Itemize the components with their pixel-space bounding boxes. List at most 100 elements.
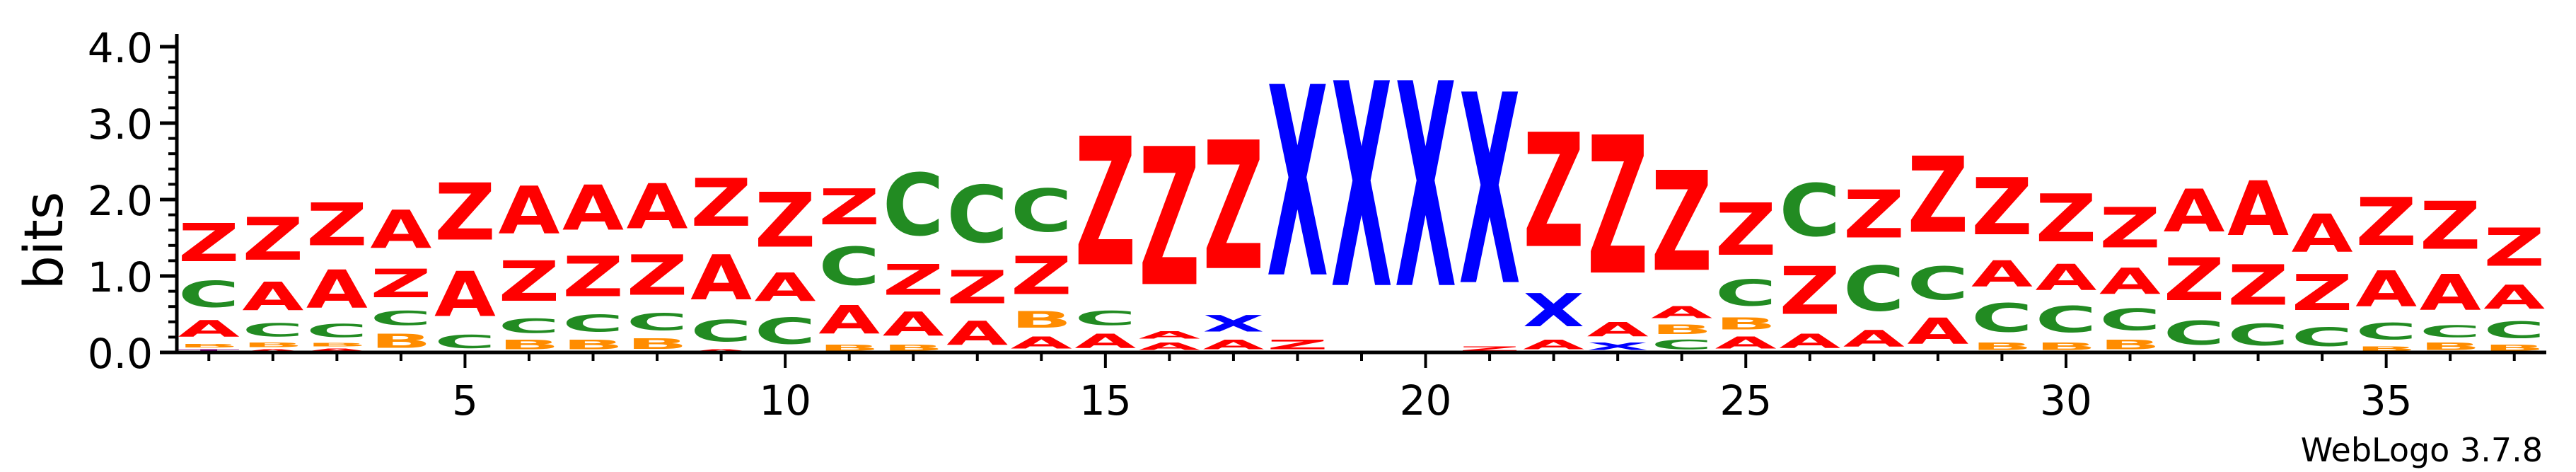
logo-letter-b: B — [178, 343, 240, 349]
logo-letter-b: B — [2355, 345, 2417, 352]
y-tick-label: 1.0 — [88, 253, 153, 301]
logo-letter-z: Z — [434, 168, 496, 259]
logo-letter-c: C — [2035, 299, 2096, 341]
logo-letter-c: C — [2483, 317, 2545, 344]
logo-letter-z: Z — [1459, 345, 1521, 352]
logo-letter-a: A — [946, 314, 1008, 352]
logo-letter-x: X — [1523, 284, 1584, 337]
logo-letter-z: Z — [2420, 189, 2481, 265]
logo-letter-a: A — [242, 349, 304, 352]
logo-letter-b: B — [1971, 341, 2033, 352]
logo-letter-c: C — [1971, 295, 2033, 341]
logo-letter-c: C — [946, 170, 1008, 260]
logo-letter-c: C — [2420, 322, 2481, 341]
logo-letter-c: C — [178, 274, 240, 316]
logo-letter-z: Z — [1907, 134, 1968, 256]
logo-letter-b: B — [627, 336, 688, 353]
logo-letter-a: A — [883, 305, 944, 343]
x-tick-label: 35 — [2360, 376, 2413, 425]
logo-letter-c: C — [434, 331, 496, 352]
logo-letter-x: X — [1331, 24, 1393, 352]
logo-letter-b: B — [499, 338, 560, 352]
logo-letter-a: A — [2035, 257, 2096, 299]
logo-letter-c: C — [2292, 322, 2353, 352]
x-tick-label: 10 — [759, 376, 811, 425]
logo-letter-a: A — [1779, 330, 1840, 352]
logo-letter-b: B — [1715, 314, 1777, 333]
logo-letter-z: Z — [370, 261, 431, 307]
logo-letter-a: A — [755, 265, 817, 310]
logo-letter-z: Z — [2164, 246, 2225, 315]
logo-letter-b: B — [370, 330, 431, 352]
x-tick-label: 30 — [2040, 376, 2092, 425]
logo-letter-x: X — [1267, 33, 1328, 337]
logo-letter-a: A — [1202, 337, 1264, 352]
logo-letter-a: A — [2227, 166, 2289, 253]
logo-letter-x: X — [1587, 341, 1649, 352]
logo-glyphs: TBACZABCAZABCAZBCZACAZBCZABCZABCZAACAZCA… — [178, 24, 2545, 352]
logo-letter-c: C — [1907, 257, 1968, 310]
logo-letter-a: A — [1587, 318, 1649, 341]
logo-letter-c: C — [242, 320, 303, 341]
logo-letter-c: C — [2164, 315, 2225, 352]
logo-letter-b: B — [242, 341, 303, 349]
logo-letter-z: Z — [818, 180, 880, 237]
logo-letter-c: C — [306, 321, 368, 342]
logo-letter-a: A — [1523, 337, 1584, 352]
logo-letter-c: C — [2227, 318, 2289, 352]
logo-letter-c: C — [562, 309, 624, 337]
logo-letter-z: Z — [1139, 108, 1200, 328]
y-tick-label: 3.0 — [88, 100, 153, 149]
logo-letter-z: Z — [1011, 246, 1072, 306]
logo-letter-z: Z — [883, 256, 944, 306]
logo-letter-c: C — [755, 311, 816, 352]
logo-letter-c: C — [370, 307, 431, 330]
logo-letter-z: Z — [1715, 189, 1777, 272]
logo-letter-z: Z — [178, 214, 240, 274]
logo-letter-z: Z — [690, 166, 752, 242]
logo-letter-z: Z — [562, 245, 624, 309]
logo-letter-a: A — [499, 174, 560, 250]
logo-letter-a: A — [434, 258, 496, 331]
logo-letter-z: Z — [499, 249, 560, 313]
x-tick-label: 20 — [1400, 376, 1452, 425]
logo-letter-c: C — [690, 314, 752, 348]
logo-letter-a: A — [2420, 265, 2481, 322]
logo-letter-b: B — [2483, 343, 2545, 352]
logo-letter-a: A — [1971, 253, 2033, 295]
logo-letter-c: C — [818, 236, 880, 297]
logo-letter-c: C — [1779, 170, 1840, 253]
logo-letter-a: A — [2099, 260, 2161, 302]
weblogo-version: WebLogo 3.7.8 — [2301, 431, 2543, 469]
logo-letter-a: A — [370, 200, 431, 260]
logo-letter-a: A — [690, 241, 752, 314]
logo-letter-z: Z — [1971, 162, 2033, 253]
logo-letter-a: A — [1139, 330, 1200, 341]
logo-letter-z: Z — [1843, 178, 1905, 253]
logo-letter-b: B — [2420, 341, 2481, 352]
logo-letter-z: Z — [2227, 253, 2289, 318]
y-axis-label: bits — [12, 192, 75, 290]
logo-letter-a: A — [2164, 177, 2225, 246]
logo-letter-z: Z — [2355, 185, 2417, 261]
logo-letter-c: C — [499, 314, 560, 337]
logo-letter-a: A — [2355, 260, 2417, 318]
logo-letter-b: B — [818, 343, 880, 352]
logo-letter-x: X — [1459, 41, 1521, 345]
logo-letter-a: A — [306, 260, 368, 320]
logo-letter-t: T — [178, 349, 240, 352]
logo-letter-c: C — [1651, 337, 1712, 352]
logo-letter-a: A — [1907, 311, 1968, 352]
logo-letter-z: Z — [2483, 218, 2545, 278]
logo-letter-z: Z — [1267, 338, 1328, 353]
logo-letter-x: X — [1202, 311, 1264, 338]
logo-letter-b: B — [306, 342, 368, 348]
logo-letter-a: A — [1715, 333, 1777, 352]
y-tick-label: 4.0 — [88, 24, 153, 72]
logo-letter-z: Z — [1587, 96, 1649, 317]
logo-letter-b: B — [1011, 306, 1072, 333]
logo-letter-b: B — [2035, 341, 2096, 352]
logo-letter-a: A — [690, 349, 753, 352]
logo-letter-c: C — [883, 156, 944, 255]
